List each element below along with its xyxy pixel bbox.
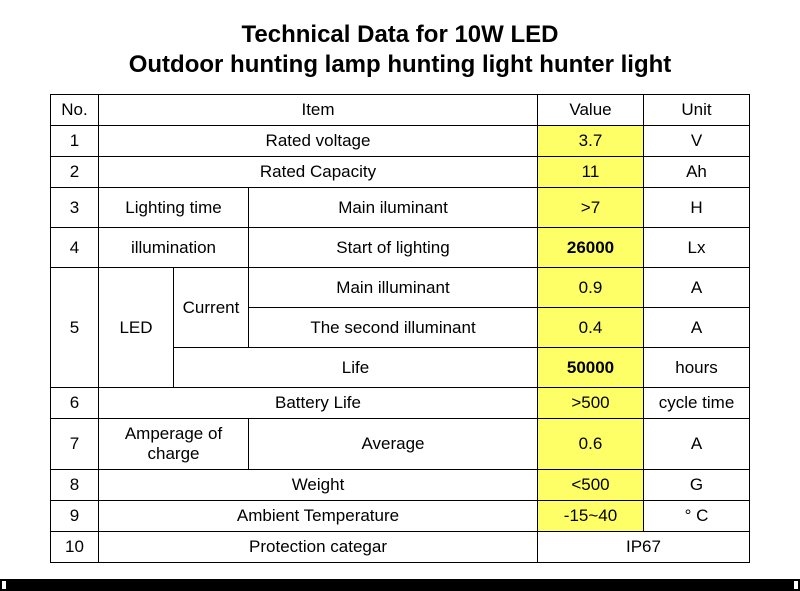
title-line-2: Outdoor hunting lamp hunting light hunte…: [129, 51, 672, 78]
cell-no: 9: [51, 501, 99, 532]
cell-item-group-current: Current: [174, 268, 249, 348]
cell-no: 6: [51, 388, 99, 419]
cell-subitem: Start of lighting: [249, 228, 538, 268]
cell-item-group: Lighting time: [99, 188, 249, 228]
cell-value: IP67: [538, 532, 750, 563]
cell-value: -15~40: [538, 501, 644, 532]
cell-unit: ° C: [644, 501, 750, 532]
cell-unit: V: [644, 126, 750, 157]
table-row: 4 illumination Start of lighting 26000 L…: [51, 228, 750, 268]
cell-value: 0.4: [538, 308, 644, 348]
cell-item: Ambient Temperature: [99, 501, 538, 532]
title-line-1: Technical Data for 10W LED: [242, 21, 559, 48]
cell-subitem: Main illuminant: [249, 268, 538, 308]
cell-no: 1: [51, 126, 99, 157]
header-unit: Unit: [644, 95, 750, 126]
cell-item: Life: [174, 348, 538, 388]
cell-no: 4: [51, 228, 99, 268]
cell-unit: G: [644, 470, 750, 501]
cell-value: >7: [538, 188, 644, 228]
cell-item-group: illumination: [99, 228, 249, 268]
cell-no: 2: [51, 157, 99, 188]
cell-no: 8: [51, 470, 99, 501]
table-row: 6 Battery Life >500 cycle time: [51, 388, 750, 419]
cell-value: >500: [538, 388, 644, 419]
cell-item-group-led: LED: [99, 268, 174, 388]
table-row: 5 LED Current Main illuminant 0.9 A: [51, 268, 750, 308]
cell-item: Rated voltage: [99, 126, 538, 157]
bottom-decoration: [0, 577, 800, 591]
spec-table: No. Item Value Unit 1 Rated voltage 3.7 …: [50, 94, 750, 563]
cell-unit: A: [644, 268, 750, 308]
table-row: 2 Rated Capacity 11 Ah: [51, 157, 750, 188]
cell-no: 3: [51, 188, 99, 228]
cell-unit: cycle time: [644, 388, 750, 419]
table-row: 7 Amperage of charge Average 0.6 A: [51, 419, 750, 470]
cell-value: 3.7: [538, 126, 644, 157]
cell-subitem: The second illuminant: [249, 308, 538, 348]
cell-no: 7: [51, 419, 99, 470]
cell-item: Weight: [99, 470, 538, 501]
header-item: Item: [99, 95, 538, 126]
cell-value: 0.6: [538, 419, 644, 470]
cell-unit: H: [644, 188, 750, 228]
cell-item: Protection categar: [99, 532, 538, 563]
table-row: 3 Lighting time Main iluminant >7 H: [51, 188, 750, 228]
cell-value: <500: [538, 470, 644, 501]
header-value: Value: [538, 95, 644, 126]
cell-value: 50000: [538, 348, 644, 388]
cell-item-group: Amperage of charge: [99, 419, 249, 470]
cell-item: Rated Capacity: [99, 157, 538, 188]
table-row: 10 Protection categar IP67: [51, 532, 750, 563]
cell-unit: A: [644, 308, 750, 348]
table-row: 8 Weight <500 G: [51, 470, 750, 501]
cell-unit: A: [644, 419, 750, 470]
page-title: Technical Data for 10W LED Outdoor hunti…: [50, 20, 750, 80]
cell-subitem: Main iluminant: [249, 188, 538, 228]
cell-unit: hours: [644, 348, 750, 388]
cell-no: 10: [51, 532, 99, 563]
table-row: 1 Rated voltage 3.7 V: [51, 126, 750, 157]
cell-value: 26000: [538, 228, 644, 268]
cell-item: Battery Life: [99, 388, 538, 419]
header-no: No.: [51, 95, 99, 126]
cell-subitem: Average: [249, 419, 538, 470]
cell-no: 5: [51, 268, 99, 388]
table-row: 9 Ambient Temperature -15~40 ° C: [51, 501, 750, 532]
cell-unit: Ah: [644, 157, 750, 188]
cell-value: 0.9: [538, 268, 644, 308]
cell-unit: Lx: [644, 228, 750, 268]
table-header-row: No. Item Value Unit: [51, 95, 750, 126]
cell-value: 11: [538, 157, 644, 188]
